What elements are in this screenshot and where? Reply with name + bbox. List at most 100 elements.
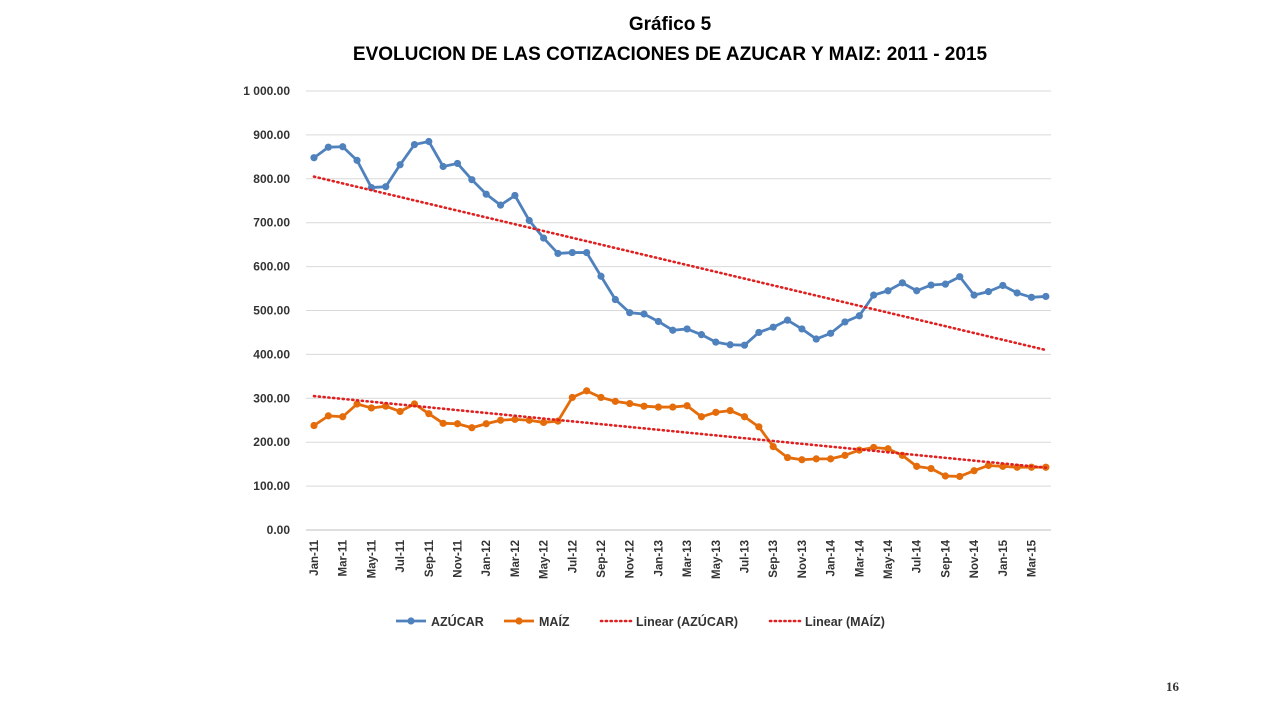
legend-label: Linear (AZÚCAR) [636, 614, 738, 629]
data-point [827, 329, 835, 337]
data-point [640, 310, 648, 318]
series-maíz [310, 387, 1050, 481]
data-point [740, 413, 749, 421]
x-tick-label: Nov-13 [797, 540, 809, 578]
data-point [568, 248, 576, 257]
data-point [396, 161, 404, 169]
data-point [798, 325, 806, 333]
data-point [339, 413, 347, 421]
data-point [554, 249, 562, 258]
data-point [956, 472, 964, 481]
x-tick-label: Jul-11 [395, 539, 407, 572]
gridlines [306, 90, 1051, 531]
series-line [313, 389, 1046, 478]
x-tick-label: Jan-15 [998, 539, 1010, 576]
data-point [382, 402, 390, 410]
data-point [482, 420, 490, 428]
data-point [626, 309, 634, 317]
data-point [410, 140, 419, 149]
data-point [525, 416, 533, 424]
y-tick-label: 200.00 [253, 435, 290, 449]
legend-label: Linear (MAÍZ) [805, 614, 885, 629]
data-point [855, 312, 863, 320]
y-tick-label: 700.00 [253, 216, 290, 230]
data-point [324, 412, 332, 420]
x-tick-label: Jul-12 [567, 540, 579, 573]
data-point [654, 317, 663, 326]
y-tick-label: 1 000.00 [243, 84, 290, 98]
data-point [353, 156, 361, 164]
data-point [812, 455, 820, 463]
x-tick-label: Jan-13 [653, 540, 665, 576]
data-point [956, 273, 964, 281]
data-point [712, 408, 720, 416]
x-tick-label: May-13 [711, 540, 723, 579]
data-point [827, 455, 835, 463]
data-point [468, 176, 476, 184]
data-point [941, 280, 950, 288]
y-tick-label: 300.00 [253, 391, 290, 405]
data-point [884, 287, 892, 295]
legend-item: Linear (AZÚCAR) [599, 614, 738, 629]
x-tick-label: Mar-12 [510, 540, 522, 577]
data-point [611, 397, 619, 405]
y-tick-label: 100.00 [253, 479, 290, 493]
chart-title-block: Gráfico 5 EVOLUCION DE LAS COTIZACIONES … [0, 10, 1280, 70]
data-point [310, 421, 318, 430]
x-tick-label: Jul-14 [912, 539, 924, 573]
y-tick-label: 0.00 [267, 523, 291, 537]
data-point [870, 443, 878, 452]
x-tick-label: Sep-13 [768, 540, 780, 578]
data-point [482, 190, 490, 198]
legend-label: MAÍZ [539, 614, 570, 629]
data-point [870, 291, 878, 299]
data-point [712, 338, 720, 346]
data-point [683, 402, 691, 410]
data-point [841, 318, 849, 326]
y-tick-label: 400.00 [253, 347, 290, 361]
series-azúcar [310, 137, 1050, 349]
data-point [755, 328, 763, 337]
x-tick-label: Nov-12 [625, 540, 637, 578]
x-tick-label: Jan-14 [826, 539, 838, 576]
data-point [726, 406, 734, 415]
data-point [984, 461, 993, 470]
trendline [312, 175, 1048, 352]
data-point [626, 399, 634, 408]
x-tick-label: Mar-15 [1027, 539, 1039, 577]
data-point [970, 291, 978, 299]
data-point [611, 295, 619, 304]
data-point [583, 387, 591, 395]
x-tick-label: Jul-13 [740, 540, 752, 573]
data-point [898, 279, 906, 287]
data-point [783, 316, 792, 324]
data-point [970, 467, 978, 475]
data-point [425, 410, 433, 418]
chart-title: Gráfico 5 [628, 14, 712, 35]
data-point [511, 191, 519, 200]
data-point [755, 423, 763, 431]
data-point [927, 464, 935, 473]
legend-marker [515, 617, 523, 625]
data-point [999, 462, 1007, 470]
x-tick-label: May-14 [883, 539, 895, 579]
series-linear-azúcar- [312, 175, 1048, 352]
data-point [798, 456, 806, 464]
data-point [941, 472, 950, 480]
data-point [812, 335, 820, 343]
data-point [654, 403, 663, 411]
data-point [884, 445, 892, 453]
series-layer [310, 137, 1050, 481]
legend-label: AZÚCAR [431, 614, 484, 629]
y-axis: 0.00 100.00 200.00 300.00 400.00 500.00 600.00… [243, 84, 290, 537]
x-tick-label: Jan-11 [309, 539, 321, 575]
data-point [353, 400, 361, 408]
legend-item: MAÍZ [504, 614, 570, 629]
data-point [927, 281, 935, 289]
data-point [324, 143, 332, 151]
data-point [310, 154, 318, 162]
data-point [999, 281, 1007, 290]
data-point [913, 287, 921, 295]
data-point [597, 272, 605, 280]
data-point [640, 402, 648, 410]
